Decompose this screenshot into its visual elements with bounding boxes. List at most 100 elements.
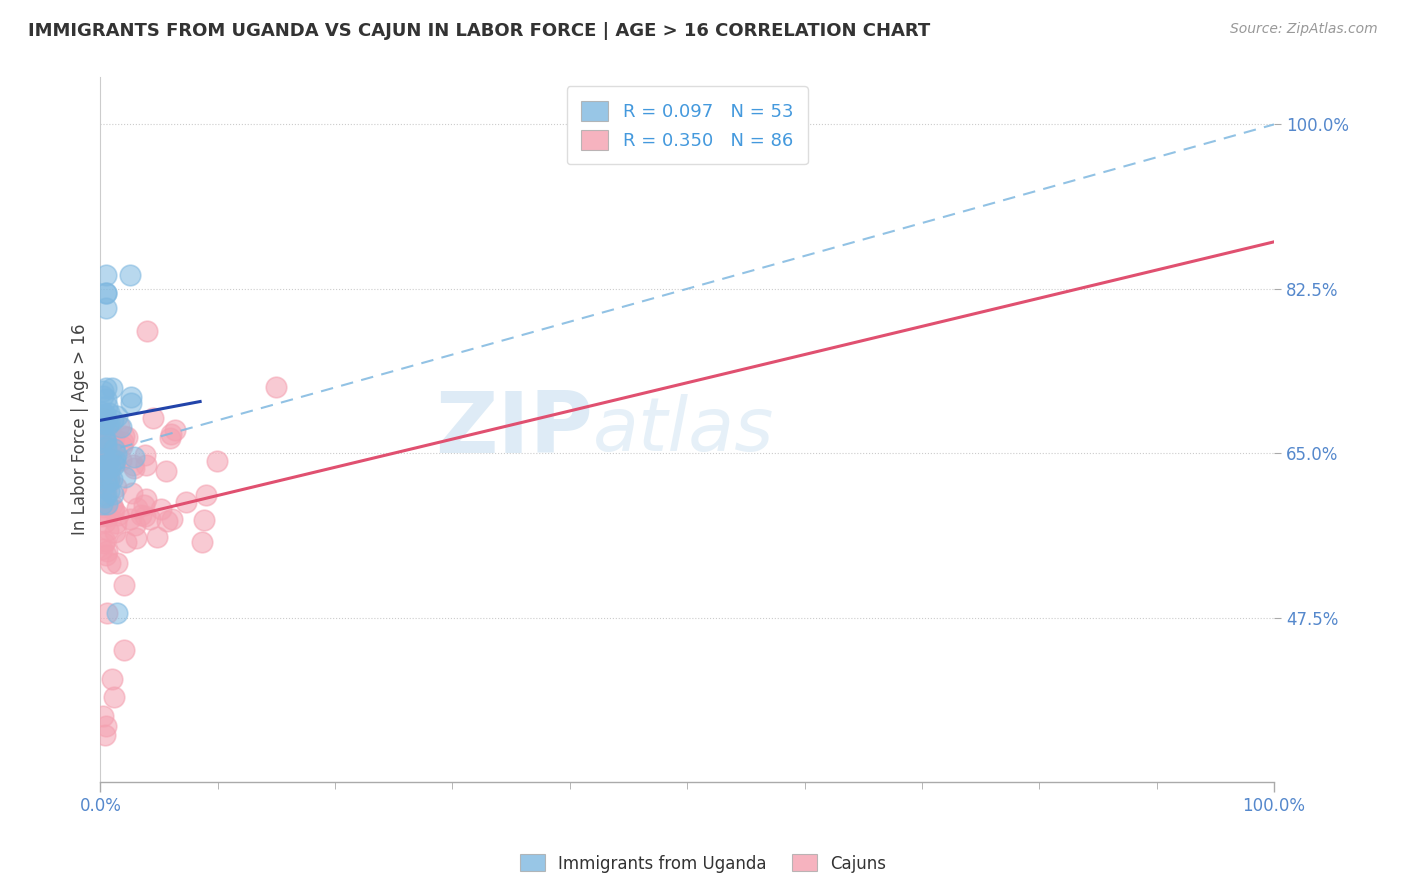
Point	[98, 484, 121, 499]
Point	[134, 449, 156, 463]
Text: IMMIGRANTS FROM UGANDA VS CAJUN IN LABOR FORCE | AGE > 16 CORRELATION CHART: IMMIGRANTS FROM UGANDA VS CAJUN IN LABOR…	[28, 22, 931, 40]
Y-axis label: In Labor Force | Age > 16: In Labor Force | Age > 16	[72, 324, 89, 535]
Point	[96, 286, 118, 301]
Point	[96, 497, 118, 511]
Point	[115, 430, 138, 444]
Point	[91, 389, 114, 403]
Point	[91, 427, 114, 442]
Point	[94, 452, 117, 467]
Point	[96, 606, 118, 620]
Point	[118, 268, 141, 282]
Point	[90, 428, 112, 442]
Point	[91, 475, 114, 489]
Point	[96, 392, 118, 406]
Point	[101, 412, 124, 426]
Point	[193, 513, 215, 527]
Point	[114, 535, 136, 549]
Point	[98, 472, 121, 486]
Point	[103, 457, 125, 471]
Point	[134, 498, 156, 512]
Point	[96, 548, 118, 562]
Point	[122, 461, 145, 475]
Point	[91, 462, 114, 476]
Point	[159, 427, 181, 442]
Point	[194, 488, 217, 502]
Point	[110, 419, 132, 434]
Point	[94, 481, 117, 495]
Point	[91, 497, 114, 511]
Point	[110, 453, 132, 467]
Point	[103, 442, 125, 457]
Point	[121, 486, 143, 500]
Point	[104, 453, 127, 467]
Point	[105, 409, 128, 424]
Point	[93, 432, 115, 446]
Point	[108, 419, 131, 434]
Point	[93, 416, 115, 430]
Point	[162, 511, 184, 525]
Point	[94, 412, 117, 426]
Point	[91, 434, 114, 449]
Point	[159, 432, 181, 446]
Point	[122, 450, 145, 465]
Point	[101, 487, 124, 501]
Text: Source: ZipAtlas.com: Source: ZipAtlas.com	[1230, 22, 1378, 37]
Point	[97, 523, 120, 537]
Point	[114, 470, 136, 484]
Point	[93, 461, 115, 475]
Point	[118, 512, 141, 526]
Point	[91, 423, 114, 437]
Legend: Immigrants from Uganda, Cajuns: Immigrants from Uganda, Cajuns	[513, 847, 893, 880]
Point	[91, 509, 114, 524]
Point	[96, 440, 118, 454]
Point	[93, 409, 115, 423]
Point	[96, 301, 118, 315]
Point	[98, 449, 121, 463]
Point	[93, 536, 115, 550]
Point	[91, 458, 114, 473]
Point	[150, 501, 173, 516]
Point	[104, 480, 127, 494]
Point	[100, 556, 122, 570]
Point	[141, 410, 163, 425]
Point	[91, 709, 114, 723]
Point	[97, 468, 120, 483]
Point	[146, 530, 169, 544]
Point	[135, 492, 157, 507]
Point	[98, 416, 121, 430]
Point	[91, 467, 114, 481]
Point	[101, 502, 124, 516]
Point	[107, 556, 129, 570]
Point	[124, 517, 146, 532]
Point	[120, 396, 142, 410]
Point	[101, 499, 124, 513]
Point	[103, 431, 125, 445]
Point	[112, 434, 135, 449]
Point	[97, 475, 120, 489]
Point	[127, 500, 149, 515]
Point	[134, 509, 156, 524]
Point	[93, 479, 115, 493]
Point	[96, 475, 118, 490]
Point	[120, 390, 142, 404]
Point	[96, 543, 118, 558]
Point	[110, 439, 132, 453]
Text: atlas: atlas	[593, 393, 775, 466]
Point	[136, 324, 159, 338]
Point	[107, 508, 129, 523]
Point	[94, 381, 117, 395]
Point	[96, 286, 118, 301]
Point	[94, 728, 117, 742]
Point	[190, 534, 212, 549]
Point	[97, 417, 120, 432]
Legend: R = 0.097   N = 53, R = 0.350   N = 86: R = 0.097 N = 53, R = 0.350 N = 86	[567, 87, 807, 164]
Point	[100, 429, 122, 443]
Point	[101, 672, 124, 686]
Point	[103, 453, 125, 467]
Point	[94, 458, 117, 473]
Point	[97, 467, 120, 482]
Point	[103, 690, 125, 705]
Point	[101, 472, 124, 486]
Point	[205, 453, 228, 467]
Point	[93, 500, 115, 514]
